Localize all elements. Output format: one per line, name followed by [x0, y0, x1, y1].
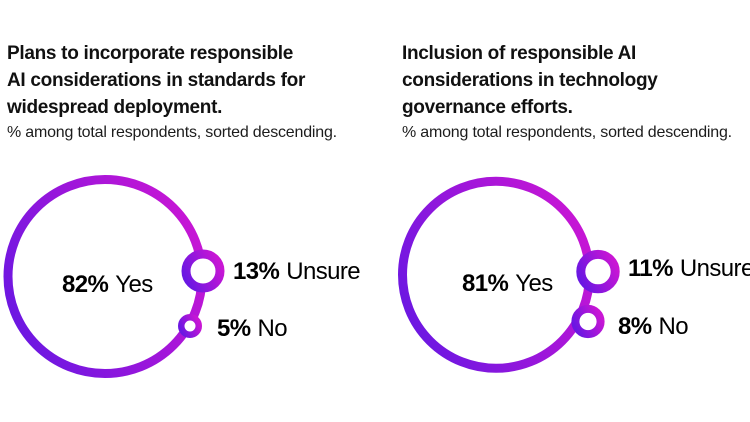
label-unsure-left: 13% Unsure: [233, 258, 361, 285]
bubble-chart-deployment: [3, 175, 225, 378]
bubble-no-5: [178, 314, 202, 338]
chart-title-governance: Inclusion of responsible AI consideratio…: [402, 40, 742, 121]
chart-title-deployment: Plans to incorporate responsible AI cons…: [7, 40, 347, 121]
title-line: governance efforts.: [402, 97, 573, 118]
label-yes-left: 82% Yes: [62, 272, 153, 297]
label-value: 13%: [233, 258, 280, 285]
label-no-right: 8% No: [618, 313, 689, 340]
title-line: considerations in technology: [402, 70, 658, 91]
bubble-no-8: [571, 304, 605, 339]
title-line: Inclusion of responsible AI: [402, 43, 637, 64]
label-text: No: [658, 313, 689, 340]
bubble-unsure-13: [181, 249, 225, 293]
title-line: Plans to incorporate responsible: [7, 43, 294, 64]
bubble-unsure-11: [576, 249, 620, 294]
label-yes-right: 81% Yes: [462, 271, 553, 296]
chart-subtitle-deployment: % among total respondents, sorted descen…: [7, 124, 337, 141]
label-no-left: 5% No: [217, 315, 288, 342]
title-line: widespread deployment.: [7, 97, 223, 118]
label-value: 5%: [217, 315, 251, 342]
label-text: Unsure: [286, 258, 361, 285]
label-unsure-right: 11% Unsure: [628, 256, 750, 281]
label-value: 81%: [462, 270, 509, 297]
label-text: Unsure: [679, 255, 750, 282]
bubble-chart-governance: [398, 176, 620, 373]
label-text: Yes: [515, 270, 553, 297]
label-value: 8%: [618, 313, 652, 340]
title-line: AI considerations in standards for: [7, 70, 306, 91]
chart-subtitle-governance: % among total respondents, sorted descen…: [402, 124, 732, 141]
label-value: 11%: [628, 255, 674, 282]
label-text: No: [257, 315, 288, 342]
label-value: 82%: [62, 271, 109, 298]
label-text: Yes: [115, 271, 153, 298]
chart-header-governance: Inclusion of responsible AI consideratio…: [402, 40, 742, 142]
chart-header-deployment: Plans to incorporate responsible AI cons…: [7, 40, 347, 142]
